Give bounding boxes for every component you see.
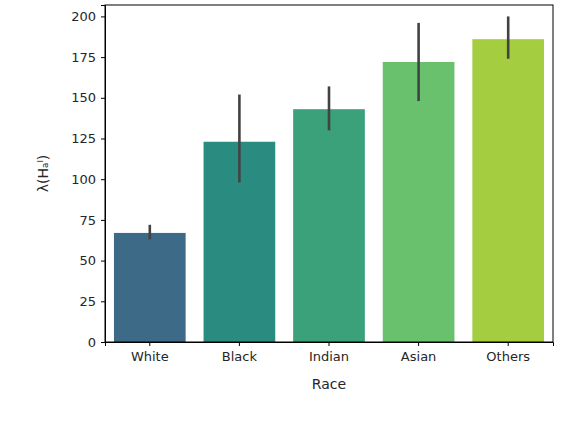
y-tick: 50 [79, 253, 105, 268]
y-axis: 0 25 50 75 100 125 150 175 200 [71, 6, 105, 350]
x-tick-label: Black [222, 349, 258, 364]
y-tick: 75 [79, 213, 105, 228]
x-tick-label: Indian [309, 349, 349, 364]
y-tick-label: 150 [71, 90, 96, 105]
y-tick-mark [101, 57, 105, 58]
y-tick-mark [101, 179, 105, 180]
x-tick-label: Asian [401, 349, 436, 364]
x-tick: Indian [309, 342, 349, 364]
y-tick: 125 [71, 131, 105, 146]
x-tick: White [131, 342, 169, 364]
frame [105, 5, 553, 342]
x-tick-mark [418, 342, 419, 346]
y-tick: 200 [71, 9, 105, 24]
y-tick-mark [101, 16, 105, 17]
x-tick: Others [486, 342, 530, 364]
y-tick: 175 [71, 50, 105, 65]
y-tick-mark [101, 301, 105, 302]
y-tick: 0 [88, 335, 105, 350]
marks [114, 16, 544, 342]
y-tick: 150 [71, 90, 105, 105]
x-axis: White Black Indian Asian Others [106, 342, 554, 364]
y-tick-mark [101, 220, 105, 221]
y-tick-mark [101, 261, 105, 262]
error-bar [507, 16, 510, 58]
x-tick-mark [329, 342, 330, 346]
x-axis-line [106, 343, 554, 347]
y-tick-label: 0 [88, 335, 96, 350]
chart: 0 25 50 75 100 125 150 175 200 White Black Indian As… [0, 0, 564, 424]
plot: 0 25 50 75 100 125 150 175 200 White Black Indian As… [71, 5, 553, 364]
x-tick: Asian [401, 342, 436, 364]
y-tick-label: 200 [71, 9, 96, 24]
y-axis-line [101, 6, 106, 343]
x-axis-title: Race [312, 376, 346, 392]
bar [114, 233, 186, 342]
y-tick: 25 [79, 294, 105, 309]
y-tick-mark [101, 98, 105, 99]
y-tick-label: 100 [71, 172, 96, 187]
y-tick-mark [101, 342, 105, 343]
x-tick-mark [149, 342, 150, 346]
y-tick-label: 50 [79, 253, 96, 268]
x-tick: Black [222, 342, 258, 364]
y-tick-label: 125 [71, 131, 96, 146]
x-tick-mark [508, 342, 509, 346]
error-bar [328, 86, 331, 130]
bar [293, 109, 365, 342]
y-tick-label: 25 [79, 294, 96, 309]
y-axis-title: λ(Hₐˡ) [35, 155, 51, 193]
error-bar [149, 225, 152, 240]
x-tick-mark [239, 342, 240, 346]
x-tick-label: White [131, 349, 169, 364]
x-tick-label: Others [486, 349, 530, 364]
y-tick-label: 75 [79, 213, 96, 228]
y-tick: 100 [71, 172, 105, 187]
bar [383, 62, 455, 342]
error-bar [417, 23, 420, 101]
error-bar [238, 95, 241, 183]
bar [472, 39, 544, 342]
y-tick-mark [101, 138, 105, 139]
y-tick-label: 175 [71, 50, 96, 65]
